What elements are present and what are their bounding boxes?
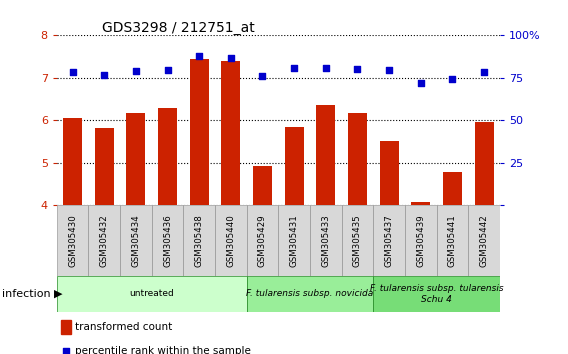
Text: GSM305432: GSM305432	[100, 214, 108, 267]
Text: GSM305433: GSM305433	[321, 214, 330, 267]
Point	[100, 72, 109, 78]
Text: percentile rank within the sample: percentile rank within the sample	[76, 346, 251, 354]
Bar	[443, 172, 462, 205]
Bar	[190, 59, 208, 205]
Bar	[183, 205, 215, 276]
Bar	[57, 276, 247, 312]
Text: transformed count: transformed count	[76, 322, 173, 332]
Bar	[437, 205, 468, 276]
Text: GDS3298 / 212751_at: GDS3298 / 212751_at	[102, 21, 255, 35]
Bar	[247, 205, 278, 276]
Bar	[316, 105, 335, 205]
Bar	[152, 205, 183, 276]
Text: GSM305442: GSM305442	[479, 214, 488, 267]
Bar	[379, 141, 399, 205]
Bar	[63, 118, 82, 205]
Bar	[278, 205, 310, 276]
Text: GSM305439: GSM305439	[416, 215, 425, 267]
Bar	[120, 205, 152, 276]
Text: GSM305441: GSM305441	[448, 214, 457, 267]
Point	[226, 55, 235, 61]
Bar	[95, 128, 114, 205]
Point	[385, 67, 394, 73]
Point	[195, 53, 204, 59]
Bar	[285, 127, 304, 205]
Point	[416, 80, 425, 86]
Text: F. tularensis subsp. novicida: F. tularensis subsp. novicida	[247, 289, 374, 298]
Bar	[247, 276, 373, 312]
Text: GSM305440: GSM305440	[227, 214, 235, 267]
Bar	[348, 113, 367, 205]
Point	[448, 76, 457, 82]
Point	[290, 65, 299, 71]
Point	[353, 66, 362, 72]
Bar	[127, 113, 145, 205]
Bar	[222, 61, 240, 205]
Bar	[411, 202, 430, 205]
Point	[163, 67, 172, 73]
Point	[321, 65, 331, 71]
Bar	[468, 205, 500, 276]
Bar	[61, 320, 71, 335]
Text: infection: infection	[2, 289, 51, 299]
Text: GSM305438: GSM305438	[195, 214, 204, 267]
Text: untreated: untreated	[130, 289, 174, 298]
Bar	[341, 205, 373, 276]
Point	[68, 69, 77, 74]
Text: GSM305429: GSM305429	[258, 215, 267, 267]
Point	[61, 348, 70, 354]
Bar	[474, 122, 494, 205]
Text: GSM305436: GSM305436	[163, 214, 172, 267]
Text: GSM305430: GSM305430	[68, 214, 77, 267]
Bar	[158, 108, 177, 205]
Text: GSM305435: GSM305435	[353, 214, 362, 267]
Text: F. tularensis subsp. tularensis
Schu 4: F. tularensis subsp. tularensis Schu 4	[370, 284, 503, 303]
Bar	[373, 205, 405, 276]
Point	[131, 68, 140, 74]
Bar	[405, 205, 437, 276]
Text: ▶: ▶	[54, 289, 62, 299]
Bar	[57, 205, 89, 276]
Bar	[373, 276, 500, 312]
Point	[258, 73, 267, 79]
Text: GSM305437: GSM305437	[385, 214, 394, 267]
Bar	[253, 166, 272, 205]
Bar	[215, 205, 247, 276]
Bar	[89, 205, 120, 276]
Point	[479, 69, 488, 74]
Bar	[310, 205, 341, 276]
Text: GSM305431: GSM305431	[290, 214, 299, 267]
Text: GSM305434: GSM305434	[131, 214, 140, 267]
